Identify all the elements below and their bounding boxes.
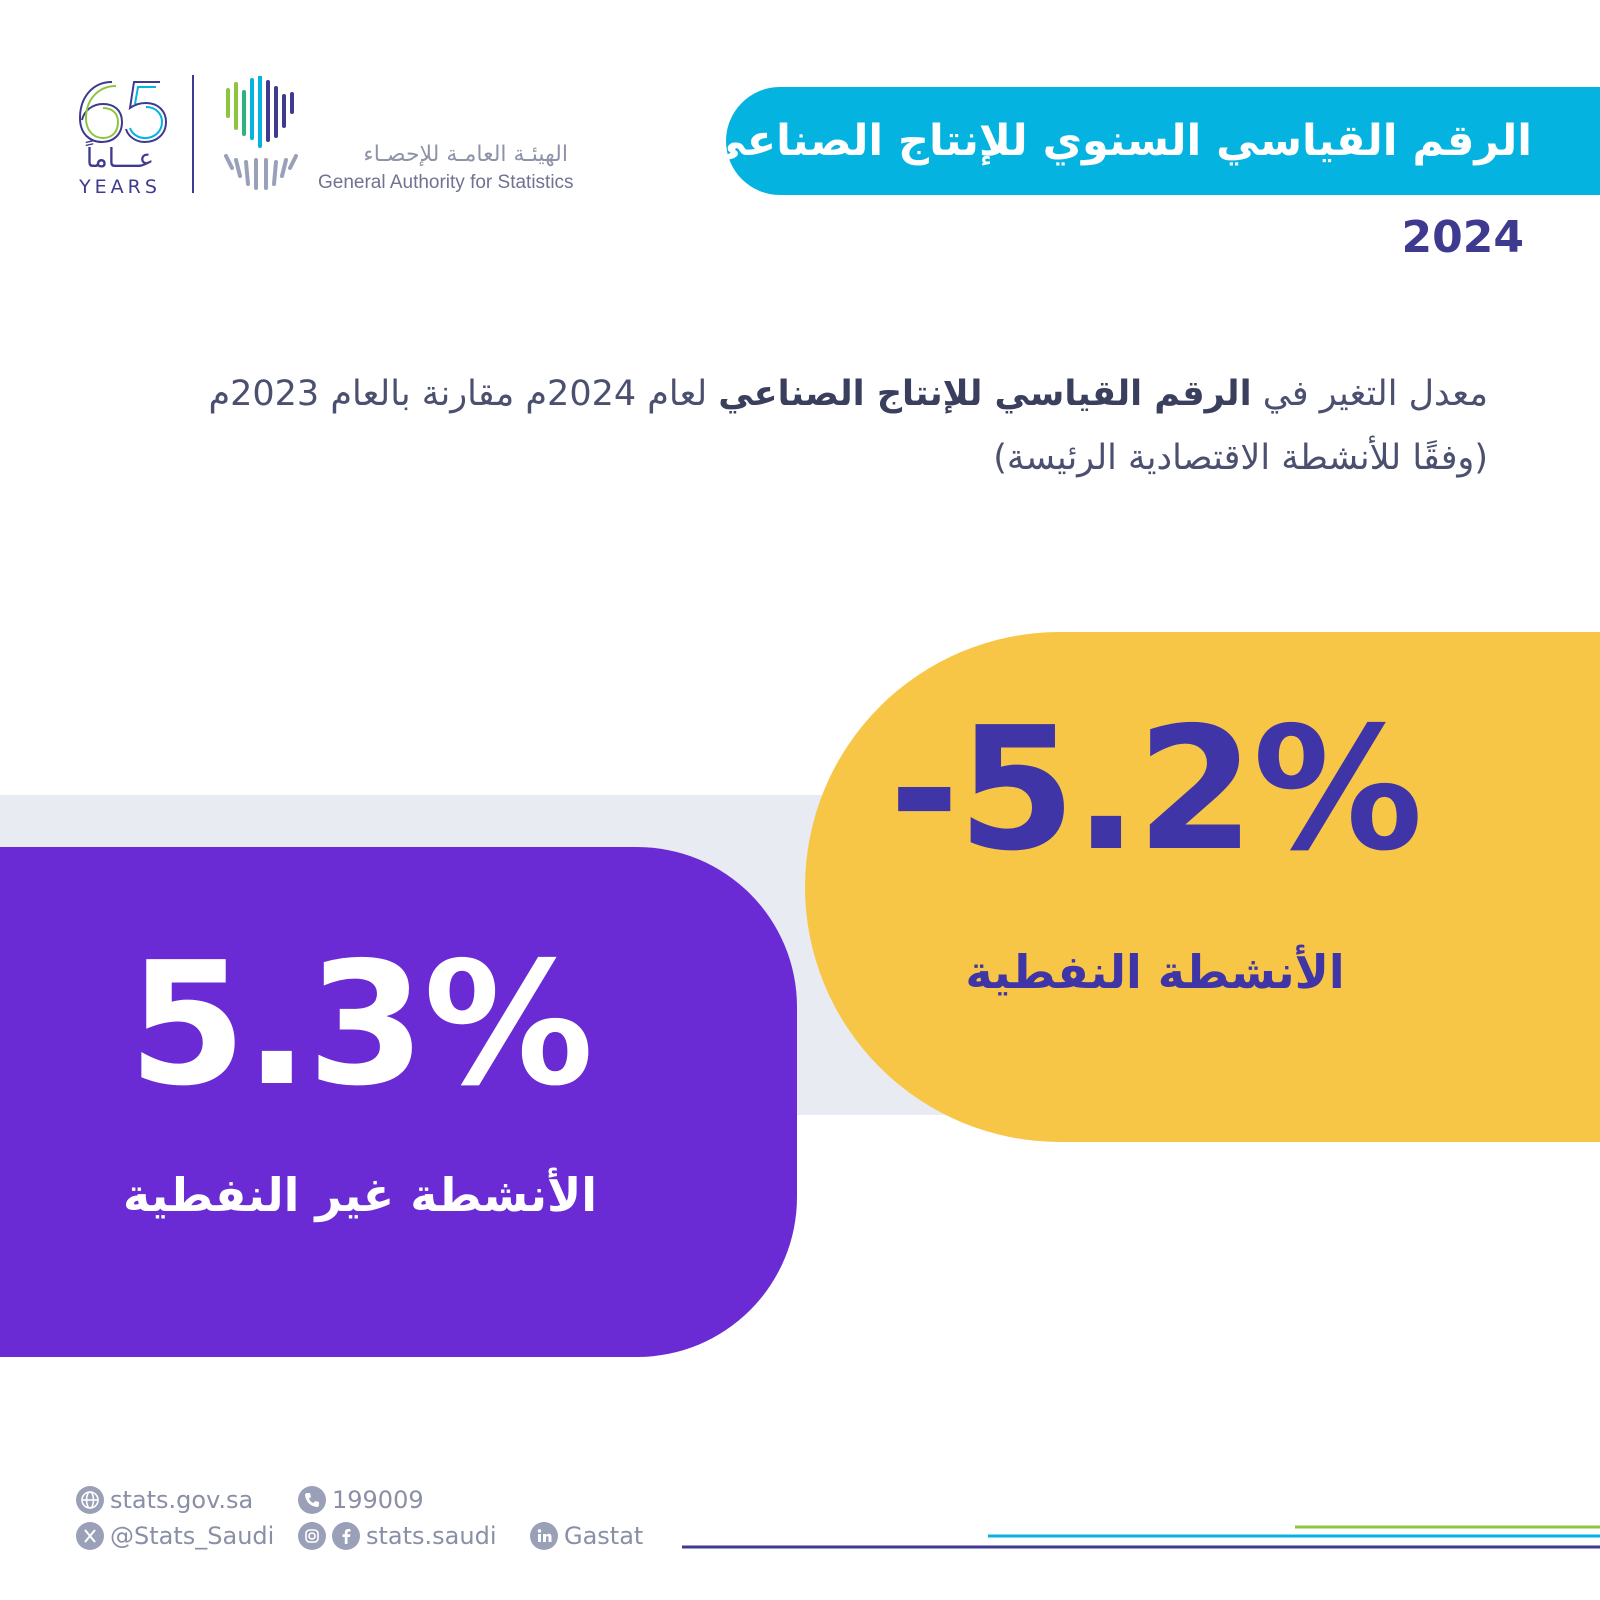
logo-65-years: YEARS <box>79 176 161 198</box>
gastat-name-english: General Authority for Statistics <box>318 172 574 193</box>
65-years-logo: عـــاماً YEARS <box>72 76 168 198</box>
linkedin-icon <box>530 1522 558 1550</box>
footer-twitter-text: @Stats_Saudi <box>110 1522 275 1550</box>
subtitle-prefix: معدل التغير في <box>1251 374 1488 414</box>
65-digits-icon <box>78 81 168 144</box>
footer-social[interactable]: stats.saudi <box>298 1520 497 1550</box>
facebook-icon <box>332 1522 360 1550</box>
non-oil-activities-value: 5.3% <box>128 926 593 1124</box>
logo-65-arabic: عـــاماً <box>85 144 155 174</box>
logo-divider <box>192 75 194 193</box>
footer-social-text: stats.saudi <box>366 1522 497 1550</box>
phone-icon <box>298 1486 326 1514</box>
footer-linkedin[interactable]: Gastat <box>530 1520 643 1550</box>
subtitle: معدل التغير في الرقم القياسي للإنتاج الص… <box>108 362 1488 490</box>
subtitle-line-2: (وفقًا للأنشطة الاقتصادية الرئيسة) <box>993 438 1488 478</box>
x-twitter-icon <box>76 1522 104 1550</box>
report-year: 2024 <box>1401 212 1524 263</box>
page-title: الرقم القياسي السنوي للإنتاج الصناعي <box>703 116 1532 166</box>
title-banner: الرقم القياسي السنوي للإنتاج الصناعي <box>703 87 1600 195</box>
footer-phone-text: 199009 <box>332 1486 424 1514</box>
oil-activities-label: الأنشطة النفطية <box>965 945 1345 999</box>
instagram-icon <box>298 1522 326 1550</box>
non-oil-activities-label: الأنشطة غير النفطية <box>122 1168 598 1222</box>
non-oil-activities-card <box>0 847 797 1357</box>
oil-activities-card <box>805 632 1600 1142</box>
footer-twitter[interactable]: @Stats_Saudi <box>76 1520 274 1550</box>
footer-linkedin-text: Gastat <box>564 1522 644 1550</box>
footer-phone[interactable]: 199009 <box>298 1484 424 1514</box>
subtitle-bold: الرقم القياسي للإنتاج الصناعي <box>718 374 1252 414</box>
gastat-logo-icon <box>224 76 298 190</box>
gastat-name-arabic: الهيئـة العامـة للإحصـاء <box>363 142 568 167</box>
oil-activities-value: -5.2% <box>888 691 1423 889</box>
subtitle-suffix: لعام 2024م مقارنة بالعام 2023م <box>208 374 719 414</box>
footer-website-text: stats.gov.sa <box>110 1486 254 1514</box>
globe-icon <box>76 1486 104 1514</box>
subtitle-line-1: معدل التغير في الرقم القياسي للإنتاج الص… <box>108 362 1488 426</box>
footer-website[interactable]: stats.gov.sa <box>76 1484 253 1514</box>
